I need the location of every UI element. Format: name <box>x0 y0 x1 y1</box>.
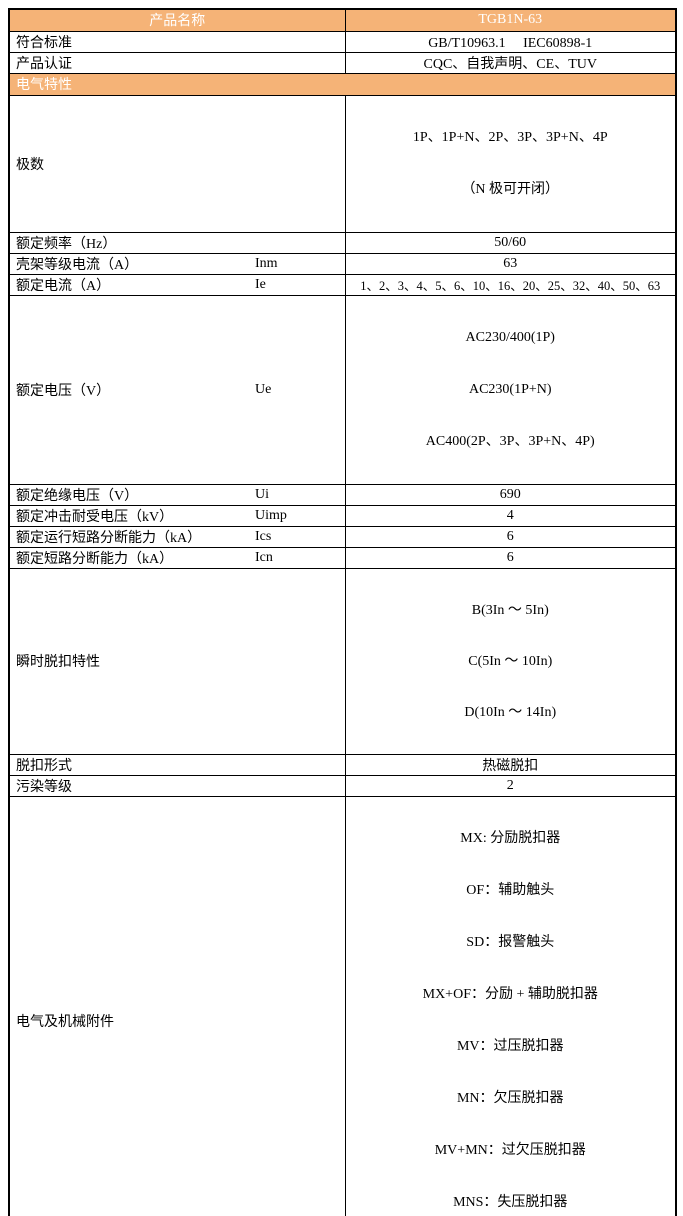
row-frame-current-value: 63 <box>344 252 677 275</box>
row-pollution-degree-value: 2 <box>344 774 677 797</box>
accessory-mx-of: MX+OF：分励 + 辅助脱扣器 <box>422 986 598 1002</box>
row-trip-type-value: 热磁脱扣 <box>344 753 677 776</box>
row-impulse-voltage: 额定冲击耐受电压（kV） Uimp 4 <box>8 504 677 527</box>
accessory-mns: MNS：失压脱扣器 <box>453 1194 568 1210</box>
row-service-breaking-capacity: 额定运行短路分断能力（kA） Ics 6 <box>8 525 677 548</box>
section-electrical-title: 电气特性 <box>8 72 677 96</box>
row-ultimate-breaking-label: 额定短路分断能力（kA） <box>8 546 255 569</box>
row-certification-label: 产品认证 <box>8 51 345 74</box>
accessory-mv: MV：过压脱扣器 <box>456 1038 564 1054</box>
section-electrical-characteristics: 电气特性 <box>8 72 677 96</box>
row-rated-current-label: 额定电流（A） <box>8 273 255 296</box>
row-certification: 产品认证 CQC、自我声明、CE、TUV <box>8 51 677 74</box>
spec-sheet-page: 产品名称 TGB1N-63 符合标准 GB/T10963.1 IEC60898-… <box>8 8 677 1216</box>
row-rated-voltage-symbol: Ue <box>255 294 346 485</box>
row-ultimate-breaking-capacity: 额定短路分断能力（kA） Icn 6 <box>8 546 677 569</box>
product-name-header-cell: 产品名称 <box>8 8 345 32</box>
row-instantaneous-tripping-value: B(3In ～ 5In) C(5In ～ 10In) D(10In ～ 14In… <box>344 567 677 755</box>
product-spec-table: 产品名称 TGB1N-63 符合标准 GB/T10963.1 IEC60898-… <box>8 8 677 1216</box>
row-accessories-value: MX: 分励脱扣器 OF：辅助触头 SD：报警触头 MX+OF：分励 + 辅助脱… <box>344 795 677 1216</box>
row-insulation-voltage-label: 额定绝缘电压（V） <box>8 483 255 506</box>
tripping-curve-d: D(10In ～ 14In) <box>464 704 557 720</box>
row-instantaneous-tripping: 瞬时脱扣特性 B(3In ～ 5In) C(5In ～ 10In) D(10In… <box>8 567 677 755</box>
row-standard: 符合标准 GB/T10963.1 IEC60898-1 <box>8 30 677 53</box>
row-poles: 极数 1P、1P+N、2P、3P、3P+N、4P （N 极可开闭） <box>8 94 677 233</box>
row-standard-value: GB/T10963.1 IEC60898-1 <box>344 30 677 53</box>
tripping-curve-b: B(3In ～ 5In) <box>471 602 549 618</box>
row-impulse-voltage-symbol: Uimp <box>255 504 346 527</box>
accessory-sd: SD：报警触头 <box>466 934 555 950</box>
row-frame-current: 壳架等级电流（A） Inm 63 <box>8 252 677 275</box>
row-frame-current-label: 壳架等级电流（A） <box>8 252 255 275</box>
row-certification-value: CQC、自我声明、CE、TUV <box>344 51 677 74</box>
row-rated-current-symbol: Ie <box>255 273 346 296</box>
row-ultimate-breaking-symbol: Icn <box>255 546 346 569</box>
row-insulation-voltage-value: 690 <box>344 483 677 506</box>
row-pollution-degree-label: 污染等级 <box>8 774 345 797</box>
row-rated-current: 额定电流（A） Ie 1、2、3、4、5、6、10、16、20、25、32、40… <box>8 273 677 296</box>
row-rated-voltage-label: 额定电压（V） <box>8 294 255 485</box>
voltage-line-1: AC230/400(1P) <box>465 329 555 345</box>
row-poles-label: 极数 <box>8 94 345 233</box>
row-pollution-degree: 污染等级 2 <box>8 774 677 797</box>
row-insulation-voltage-symbol: Ui <box>255 483 346 506</box>
accessory-mn: MN：欠压脱扣器 <box>456 1090 564 1106</box>
product-model-header-cell: TGB1N-63 <box>344 8 677 32</box>
row-rated-voltage-value: AC230/400(1P) AC230(1P+N) AC400(2P、3P、3P… <box>344 294 677 485</box>
row-insulation-voltage: 额定绝缘电压（V） Ui 690 <box>8 483 677 506</box>
row-frame-current-symbol: Inm <box>255 252 346 275</box>
tripping-curve-c: C(5In ～ 10In) <box>468 653 553 669</box>
row-impulse-voltage-label: 额定冲击耐受电压（kV） <box>8 504 255 527</box>
row-rated-voltage: 额定电压（V） Ue AC230/400(1P) AC230(1P+N) AC4… <box>8 294 677 485</box>
row-poles-value: 1P、1P+N、2P、3P、3P+N、4P （N 极可开闭） <box>344 94 677 233</box>
accessory-mx: MX: 分励脱扣器 <box>460 830 561 846</box>
row-service-breaking-symbol: Ics <box>255 525 346 548</box>
voltage-line-3: AC400(2P、3P、3P+N、4P) <box>425 433 595 449</box>
poles-line-2: （N 极可开闭） <box>461 181 560 197</box>
table-header-row: 产品名称 TGB1N-63 <box>8 8 677 32</box>
poles-line-1: 1P、1P+N、2P、3P、3P+N、4P <box>412 129 608 145</box>
accessory-mv-mn: MV+MN：过欠压脱扣器 <box>434 1142 586 1158</box>
row-frequency-label: 额定频率（Hz） <box>8 231 345 254</box>
row-frequency-value: 50/60 <box>344 231 677 254</box>
row-ultimate-breaking-value: 6 <box>344 546 677 569</box>
accessory-of: OF：辅助触头 <box>466 882 555 898</box>
row-trip-type: 脱扣形式 热磁脱扣 <box>8 753 677 776</box>
row-rated-current-value: 1、2、3、4、5、6、10、16、20、25、32、40、50、63 <box>344 273 677 296</box>
voltage-line-2: AC230(1P+N) <box>468 381 552 397</box>
row-accessories-label: 电气及机械附件 <box>8 795 345 1216</box>
row-trip-type-label: 脱扣形式 <box>8 753 345 776</box>
row-standard-label: 符合标准 <box>8 30 345 53</box>
row-impulse-voltage-value: 4 <box>344 504 677 527</box>
row-accessories: 电气及机械附件 MX: 分励脱扣器 OF：辅助触头 SD：报警触头 MX+OF：… <box>8 795 677 1216</box>
row-instantaneous-tripping-label: 瞬时脱扣特性 <box>8 567 345 755</box>
row-service-breaking-label: 额定运行短路分断能力（kA） <box>8 525 255 548</box>
row-frequency: 额定频率（Hz） 50/60 <box>8 231 677 254</box>
row-service-breaking-value: 6 <box>344 525 677 548</box>
